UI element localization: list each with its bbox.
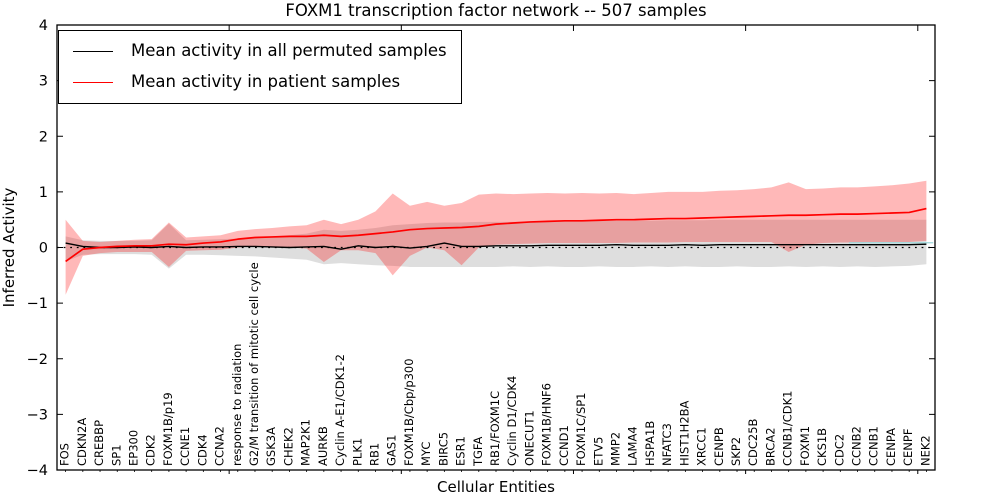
x-tick-label: CCNB2	[850, 426, 864, 466]
x-tick-label: ETV5	[591, 437, 605, 466]
y-tick-label: −4	[27, 463, 48, 479]
x-tick-label: RB1	[367, 443, 381, 466]
patient-range-band	[65, 180, 927, 295]
x-tick-label: MAP2K1	[299, 419, 313, 466]
patient-mean-line	[65, 207, 927, 263]
x-tick-label: FOXM1B/Cbp/p300	[402, 358, 416, 466]
x-tick-label: NFATC3	[660, 423, 674, 466]
x-tick-label: AURKB	[316, 426, 330, 466]
x-tick-label: FOXM1	[798, 426, 812, 466]
x-tick-label: CCNB1/CDK1	[781, 391, 795, 467]
x-tick-label: G2/M transition of mitotic cell cycle	[247, 262, 261, 466]
x-tick-label: PLK1	[350, 438, 364, 466]
legend: Mean activity in all permuted samples Me…	[58, 30, 462, 104]
y-tick-label: 1	[39, 185, 48, 201]
x-tick-label: CDC25B	[746, 418, 760, 466]
x-tick-label: NEK2	[918, 435, 932, 466]
y-tick-label: 2	[39, 129, 48, 145]
permuted-mean-line	[65, 242, 927, 250]
x-tick-label: CENPA	[884, 428, 898, 466]
x-tick-label: response to radiation	[230, 344, 244, 466]
x-tick-label: GSK3A	[264, 427, 278, 466]
y-tick-label: 0	[39, 241, 48, 257]
x-tick-label: MMP2	[609, 432, 623, 466]
legend-item-patient: Mean activity in patient samples	[73, 71, 447, 93]
x-tick-label: Cyclin A-E1/CDK1-2	[333, 354, 347, 466]
legend-item-permuted: Mean activity in all permuted samples	[73, 40, 447, 62]
x-tick-label: HIST1H2BA	[677, 400, 691, 466]
x-tick-label: FOXM1B/p19	[161, 392, 175, 466]
x-tick-label: CDK2	[144, 434, 158, 466]
y-tick-label: −3	[27, 407, 48, 423]
legend-label-patient: Mean activity in patient samples	[131, 72, 401, 92]
x-tick-label: FOXM1C/SP1	[574, 392, 588, 466]
x-tick-label: RB1/FOXM1C	[488, 391, 502, 466]
plot-border	[56, 24, 936, 471]
x-tick-label: ESR1	[454, 436, 468, 466]
x-tick-label: SKP2	[729, 437, 743, 466]
x-axis-label: Cellular Entities	[437, 478, 555, 496]
x-tick-label: CCNA2	[213, 426, 227, 466]
legend-label-permuted: Mean activity in all permuted samples	[131, 41, 447, 60]
x-tick-label: FOXM1B/HNF6	[540, 383, 554, 466]
y-tick-label: 3	[39, 74, 48, 90]
x-tick-label: BRCA2	[763, 427, 777, 466]
y-tick-label: 4	[39, 18, 48, 34]
x-tick-label: CHEK2	[281, 427, 295, 466]
x-tick-label: CREBBP	[92, 420, 106, 466]
x-tick-label: BIRC5	[436, 432, 450, 466]
x-tick-label: CENPB	[712, 427, 726, 466]
x-tick-label: TGFA	[471, 437, 485, 467]
permuted-range-band	[65, 219, 927, 269]
x-tick-label: CDC2	[832, 434, 846, 466]
x-tick-label: CCNB1	[867, 426, 881, 466]
legend-line-sample-patient	[73, 81, 113, 83]
x-tick-label: ONECUT1	[522, 410, 536, 466]
y-tick-label: −2	[27, 352, 48, 368]
x-tick-label: CENPF	[901, 429, 915, 466]
x-tick-label: HSPA1B	[643, 421, 657, 466]
x-tick-label: CDK4	[195, 434, 209, 466]
x-tick-label: MYC	[419, 442, 433, 466]
x-tick-label: EP300	[126, 430, 140, 466]
x-tick-label: LAMA4	[626, 426, 640, 466]
x-tick-label: FOS	[58, 443, 72, 466]
legend-line-sample-permuted	[73, 50, 113, 52]
y-axis-label: Inferred Activity	[0, 187, 18, 307]
y-tick-label: −1	[27, 296, 48, 312]
x-tick-label: SP1	[109, 444, 123, 466]
x-tick-label: CDKN2A	[75, 418, 89, 466]
x-tick-label: Cyclin D1/CDK4	[505, 376, 519, 466]
page-title: FOXM1 transcription factor network -- 50…	[285, 1, 706, 20]
x-tick-label: GAS1	[385, 435, 399, 466]
x-tick-label: CKS1B	[815, 428, 829, 466]
x-tick-label: CCND1	[557, 425, 571, 466]
x-tick-label: CCNE1	[178, 427, 192, 466]
x-tick-label: XRCC1	[695, 427, 709, 466]
